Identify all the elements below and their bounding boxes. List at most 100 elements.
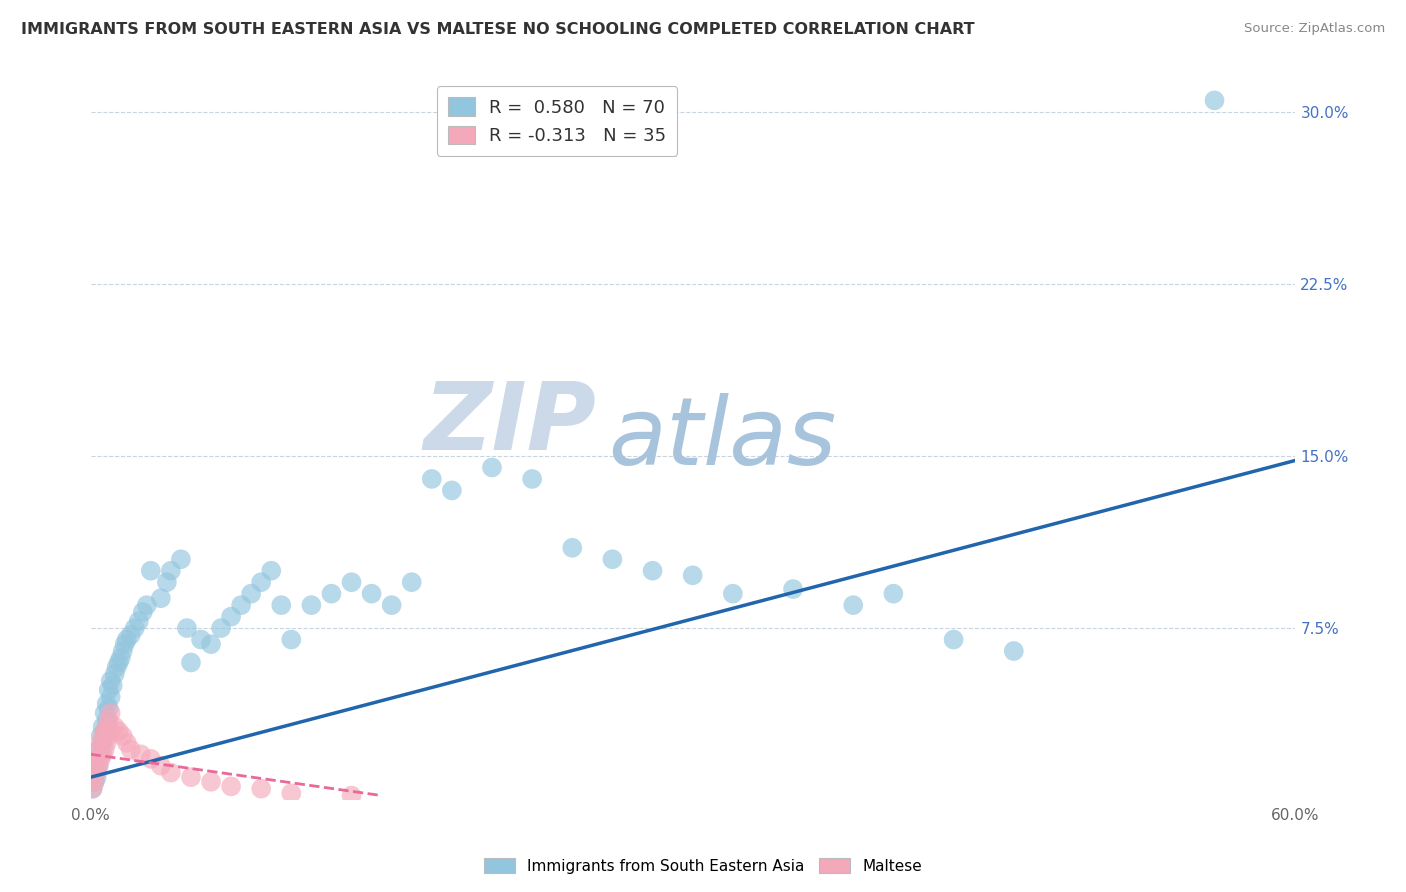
- Point: [602, 552, 624, 566]
- Point: [721, 587, 744, 601]
- Point: [139, 752, 162, 766]
- Point: [561, 541, 583, 555]
- Text: ZIP: ZIP: [423, 378, 596, 470]
- Point: [93, 724, 115, 739]
- Point: [782, 582, 804, 596]
- Point: [280, 632, 302, 647]
- Point: [160, 564, 183, 578]
- Point: [299, 598, 322, 612]
- Point: [149, 591, 172, 606]
- Text: atlas: atlas: [609, 393, 837, 484]
- Legend: R =  0.580   N = 70, R = -0.313   N = 35: R = 0.580 N = 70, R = -0.313 N = 35: [437, 87, 678, 156]
- Point: [91, 736, 114, 750]
- Point: [90, 729, 112, 743]
- Point: [440, 483, 463, 498]
- Point: [250, 781, 273, 796]
- Point: [128, 614, 150, 628]
- Point: [87, 758, 110, 772]
- Point: [1002, 644, 1025, 658]
- Point: [115, 632, 138, 647]
- Point: [381, 598, 404, 612]
- Point: [86, 752, 108, 766]
- Point: [882, 587, 904, 601]
- Point: [100, 706, 122, 720]
- Point: [160, 765, 183, 780]
- Point: [87, 758, 110, 772]
- Point: [90, 752, 112, 766]
- Point: [209, 621, 232, 635]
- Point: [170, 552, 193, 566]
- Point: [115, 736, 138, 750]
- Point: [240, 587, 263, 601]
- Point: [105, 660, 128, 674]
- Point: [87, 742, 110, 756]
- Point: [100, 673, 122, 688]
- Point: [101, 678, 124, 692]
- Point: [96, 697, 118, 711]
- Point: [340, 575, 363, 590]
- Point: [96, 713, 118, 727]
- Point: [200, 774, 222, 789]
- Point: [111, 644, 134, 658]
- Point: [86, 752, 108, 766]
- Point: [520, 472, 543, 486]
- Point: [86, 770, 108, 784]
- Point: [129, 747, 152, 762]
- Point: [97, 713, 120, 727]
- Point: [682, 568, 704, 582]
- Point: [93, 706, 115, 720]
- Point: [100, 724, 122, 739]
- Point: [104, 667, 127, 681]
- Point: [104, 720, 127, 734]
- Point: [91, 747, 114, 762]
- Point: [90, 747, 112, 762]
- Point: [82, 781, 104, 796]
- Point: [90, 736, 112, 750]
- Point: [260, 564, 283, 578]
- Point: [91, 729, 114, 743]
- Point: [176, 621, 198, 635]
- Point: [120, 742, 142, 756]
- Point: [83, 758, 105, 772]
- Legend: Immigrants from South Eastern Asia, Maltese: Immigrants from South Eastern Asia, Malt…: [478, 852, 928, 880]
- Point: [139, 564, 162, 578]
- Point: [132, 605, 155, 619]
- Point: [280, 786, 302, 800]
- Point: [481, 460, 503, 475]
- Point: [87, 742, 110, 756]
- Point: [149, 758, 172, 772]
- Point: [110, 651, 132, 665]
- Point: [420, 472, 443, 486]
- Point: [340, 789, 363, 803]
- Point: [180, 770, 202, 784]
- Point: [82, 781, 104, 796]
- Point: [200, 637, 222, 651]
- Point: [107, 724, 129, 739]
- Point: [842, 598, 865, 612]
- Point: [1204, 94, 1226, 108]
- Point: [97, 683, 120, 698]
- Point: [114, 637, 136, 651]
- Point: [96, 720, 118, 734]
- Point: [270, 598, 292, 612]
- Point: [96, 736, 118, 750]
- Point: [93, 742, 115, 756]
- Point: [91, 720, 114, 734]
- Point: [942, 632, 965, 647]
- Point: [111, 729, 134, 743]
- Point: [83, 765, 105, 780]
- Text: Source: ZipAtlas.com: Source: ZipAtlas.com: [1244, 22, 1385, 36]
- Point: [180, 656, 202, 670]
- Text: IMMIGRANTS FROM SOUTH EASTERN ASIA VS MALTESE NO SCHOOLING COMPLETED CORRELATION: IMMIGRANTS FROM SOUTH EASTERN ASIA VS MA…: [21, 22, 974, 37]
- Point: [83, 774, 105, 789]
- Point: [82, 770, 104, 784]
- Point: [360, 587, 382, 601]
- Point: [219, 780, 242, 794]
- Point: [156, 575, 179, 590]
- Point: [83, 774, 105, 789]
- Point: [107, 656, 129, 670]
- Point: [97, 701, 120, 715]
- Point: [97, 729, 120, 743]
- Point: [250, 575, 273, 590]
- Point: [321, 587, 343, 601]
